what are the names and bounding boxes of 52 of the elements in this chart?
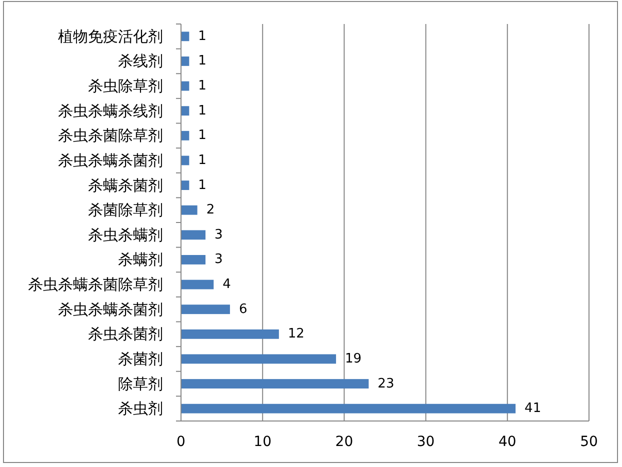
- y-tick-label: 杀菌剂: [118, 350, 163, 368]
- y-tick-label: 杀线剂: [118, 52, 163, 70]
- y-tick-label: 杀虫杀螨杀菌剂: [58, 151, 163, 170]
- x-tick-label: 20: [335, 434, 354, 450]
- y-tick-label: 植物免疫活化剂: [58, 27, 163, 46]
- data-label: 4: [222, 277, 231, 292]
- y-tick-label: 杀虫除草剂: [88, 77, 163, 96]
- x-tick-label: 10: [254, 434, 272, 450]
- y-tick-label: 杀虫杀菌剂: [88, 325, 163, 344]
- data-label: 1: [198, 152, 206, 168]
- data-label: 3: [214, 227, 223, 242]
- y-tick-label: 杀螨杀菌剂: [88, 176, 163, 194]
- y-tick-label: 杀虫杀螨杀菌剂: [58, 300, 163, 318]
- bar: [181, 130, 190, 140]
- data-label: 2: [206, 202, 215, 218]
- bar: [181, 32, 190, 42]
- bar: [181, 354, 336, 364]
- bar: [181, 255, 206, 264]
- x-tick-label: 0: [176, 434, 186, 450]
- bar: [181, 404, 516, 414]
- bar: [181, 180, 190, 190]
- y-tick-label: 杀螨剂: [118, 250, 163, 269]
- y-tick-label: 除草剂: [118, 374, 163, 393]
- x-tick-label: 30: [416, 434, 435, 450]
- data-label: 23: [378, 376, 394, 392]
- data-label: 12: [288, 326, 304, 342]
- bar: [181, 379, 369, 388]
- bar: [181, 56, 190, 66]
- y-tick-label: 杀虫杀螨杀线剂: [58, 102, 163, 120]
- data-label: 1: [198, 178, 206, 193]
- bar: [181, 205, 198, 215]
- x-tick-label: 50: [580, 434, 598, 450]
- data-label: 1: [198, 54, 206, 69]
- bar: [181, 304, 230, 314]
- y-tick-label: 杀虫杀菌除草剂: [58, 126, 163, 145]
- data-label: 1: [198, 28, 206, 44]
- bar: [181, 280, 214, 290]
- data-label: 41: [524, 401, 542, 416]
- data-label: 6: [238, 302, 248, 317]
- y-tick-label: 杀虫剂: [118, 400, 163, 418]
- x-tick-label: 40: [498, 434, 516, 450]
- data-label: 1: [198, 78, 206, 94]
- data-label: 1: [198, 128, 206, 144]
- y-tick-label: 杀虫杀螨杀菌除草剂: [28, 276, 163, 294]
- bar: [181, 106, 190, 116]
- data-label: 19: [345, 351, 362, 366]
- y-tick-label: 杀菌除草剂: [88, 201, 163, 220]
- y-tick-label: 杀虫杀螨剂: [88, 226, 163, 244]
- bar: [181, 329, 279, 339]
- data-label: 1: [198, 103, 206, 118]
- bar: [181, 230, 206, 240]
- data-label: 3: [214, 252, 223, 268]
